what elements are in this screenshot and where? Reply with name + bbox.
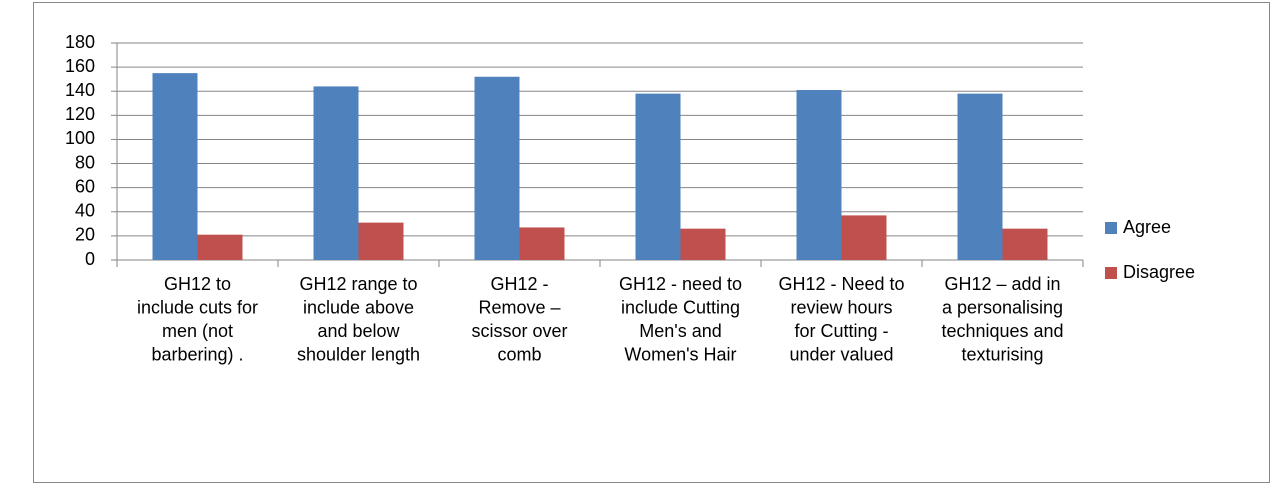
x-tick-label-line: men (not [162,321,233,341]
x-tick-label: GH12 – add in a personalising techniques a… [941,274,1063,365]
bar [313,86,359,261]
x-tick-label: GH12 - Need to review hours for Cutting - u… [778,274,904,365]
bar [152,73,198,260]
x-tick-label-line: GH12 range to [299,274,417,294]
legend-label: Agree [1123,217,1171,237]
x-tick-label-line: barbering) . [151,344,243,364]
x-tick-label-line: GH12 – add in [944,274,1060,294]
y-tick-label: 40 [75,201,95,221]
x-tick-label-line: techniques and [941,321,1063,341]
y-tick-label: 140 [65,80,95,100]
x-tick-label-line: include above [303,297,414,317]
bar [841,215,887,260]
x-tick-label-line: under valued [789,344,893,364]
x-tick-label-line: shoulder length [297,344,420,364]
x-tick-label-line: include Cutting [621,297,740,317]
bar [197,234,243,260]
x-tick-label-line: include cuts for [137,297,258,317]
y-tick-label: 120 [65,104,95,124]
bar [635,93,681,260]
x-tick-label-line: a personalising [942,297,1063,317]
x-tick-label-line: texturising [961,344,1043,364]
x-tick-label-line: and below [317,321,400,341]
y-tick-label: 180 [65,32,95,52]
x-tick-label-line: GH12 - [490,274,548,294]
y-tick-label: 0 [85,249,95,269]
x-tick-label-line: Remove – [478,297,560,317]
y-tick-label: 60 [75,176,95,196]
x-tick-label-line: comb [497,344,541,364]
x-tick-label-line: Women's Hair [624,344,736,364]
x-tick-label: GH12 - need to include Cutting Men's and Wo… [619,274,742,365]
x-tick-label-line: review hours [790,297,892,317]
bar [680,228,726,260]
x-tick-label: GH12 - Remove – scissor over comb [471,274,567,365]
y-tick-label: 20 [75,225,95,245]
x-tick-label-line: GH12 - need to [619,274,742,294]
x-tick-label-line: Men's and [639,321,722,341]
legend-swatch [1105,222,1117,234]
legend-swatch [1105,267,1117,279]
y-tick-label: 100 [65,128,95,148]
legend-label: Disagree [1123,262,1195,282]
x-tick-label-line: scissor over [471,321,567,341]
x-tick-label-line: for Cutting - [794,321,888,341]
bar [796,90,842,261]
x-tick-label: GH12 range to include above and below shoul… [297,274,420,365]
bar [519,227,565,260]
bar [474,76,520,260]
bar [358,222,404,260]
x-tick-label-line: GH12 - Need to [778,274,904,294]
x-tick-label-line: GH12 to [164,274,231,294]
bar [1002,228,1048,260]
y-tick-label: 80 [75,152,95,172]
bar [957,93,1003,260]
y-tick-label: 160 [65,56,95,76]
x-tick-label: GH12 to include cuts for men (not barbering… [137,274,258,365]
